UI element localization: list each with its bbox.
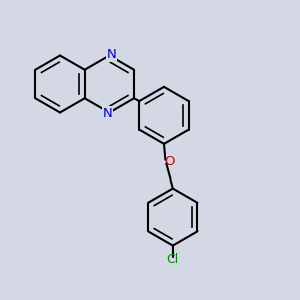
Text: N: N [107, 48, 117, 62]
Text: Cl: Cl [167, 253, 179, 266]
Text: O: O [164, 155, 175, 168]
Text: N: N [103, 106, 112, 120]
